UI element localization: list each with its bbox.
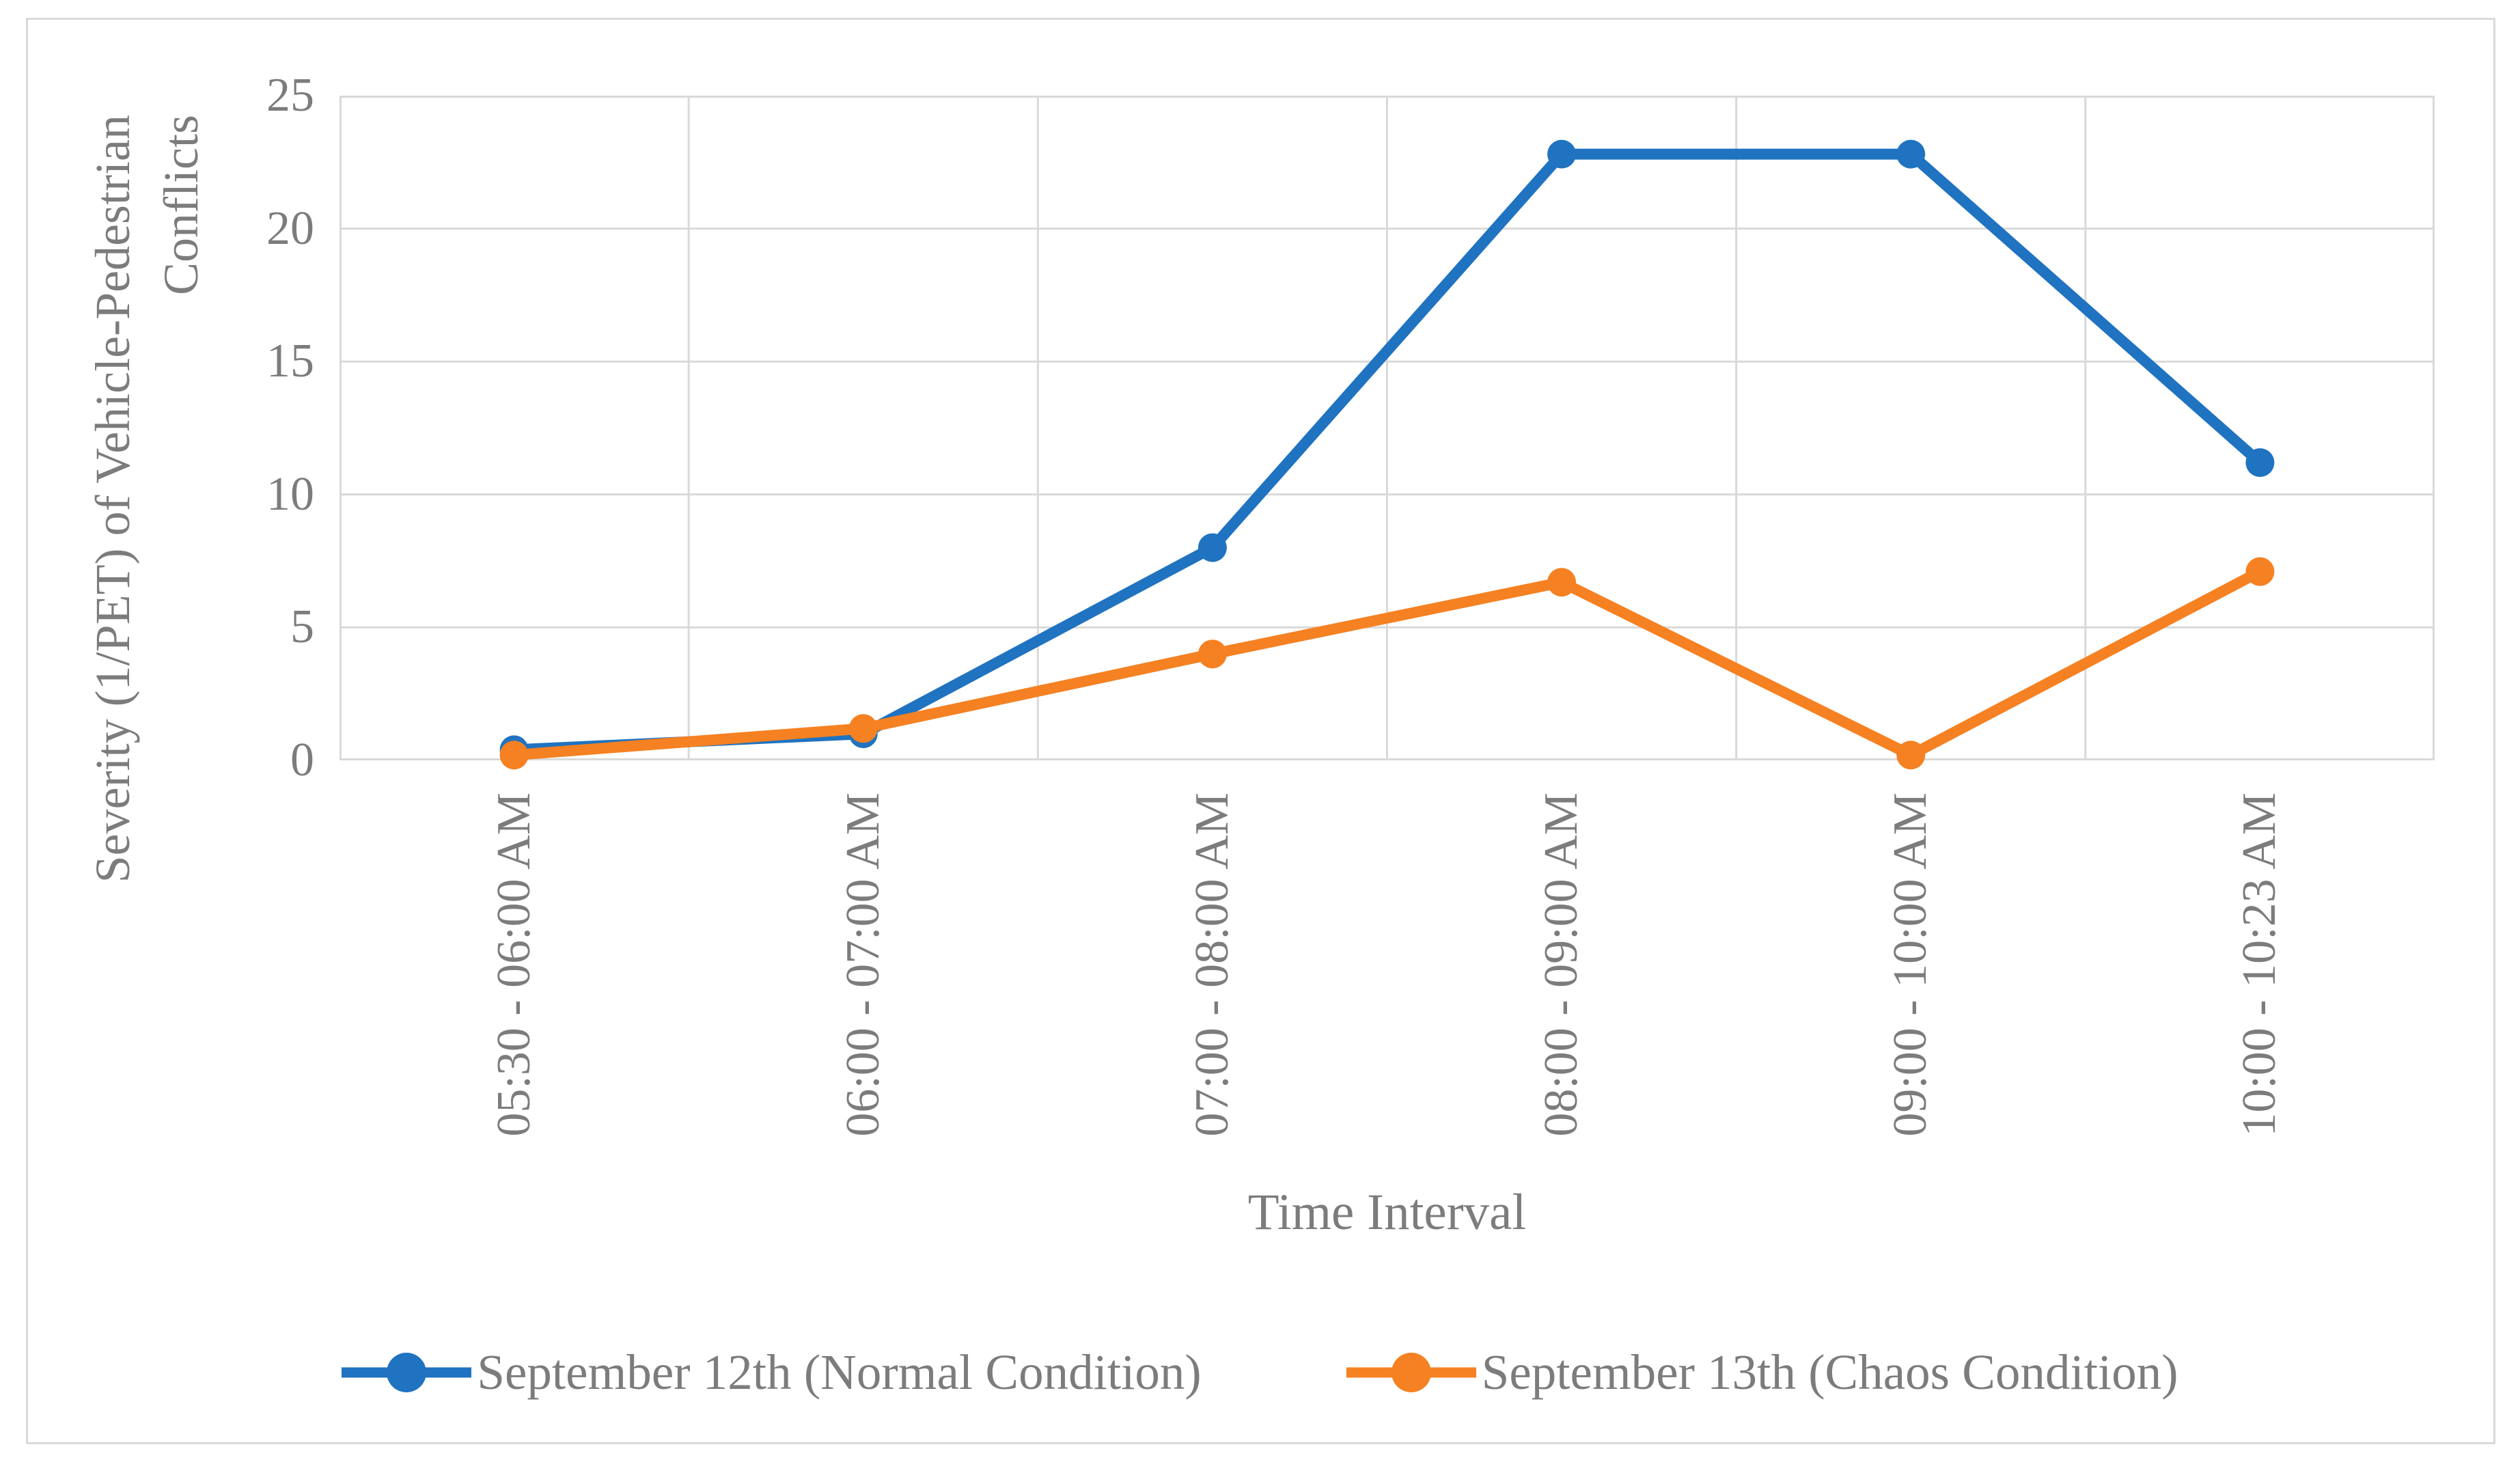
x-axis-title: Time Interval bbox=[1247, 1184, 1527, 1241]
plot-area bbox=[340, 96, 2435, 770]
data-point-marker bbox=[1197, 639, 1227, 669]
legend-marker-icon bbox=[1346, 1353, 1476, 1392]
x-tick-label: 08:00 - 09:00 AM bbox=[1535, 792, 1588, 1137]
x-tick-label: 06:00 - 07:00 AM bbox=[836, 792, 889, 1137]
y-tick-label: 25 bbox=[266, 69, 314, 122]
data-point-marker bbox=[848, 714, 878, 743]
legend-label: September 12th (Normal Condition) bbox=[477, 1344, 1202, 1400]
x-tick-label: 07:00 - 08:00 AM bbox=[1185, 792, 1238, 1137]
x-tick-label: 09:00 - 10:00 AM bbox=[1884, 792, 1937, 1137]
data-point-marker bbox=[1896, 741, 1926, 770]
y-tick-label: 15 bbox=[266, 335, 314, 388]
data-point-marker bbox=[2245, 448, 2275, 478]
legend-marker-icon bbox=[342, 1353, 472, 1392]
data-point-marker bbox=[2245, 557, 2275, 586]
x-tick-label: 10:00 - 10:23 AM bbox=[2233, 792, 2286, 1137]
data-point-marker bbox=[499, 741, 529, 770]
legend: September 12th (Normal Condition) Septemb… bbox=[0, 1328, 2520, 1417]
data-point-marker bbox=[1547, 139, 1577, 169]
legend-label: September 13th (Chaos Condition) bbox=[1481, 1344, 2178, 1400]
x-tick-label: 05:30 - 06:00 AM bbox=[487, 792, 540, 1137]
y-tick-label: 5 bbox=[290, 601, 314, 654]
y-tick-label: 20 bbox=[266, 202, 314, 255]
data-point-marker bbox=[1896, 139, 1926, 169]
legend-item: September 12th (Normal Condition) bbox=[342, 1344, 1202, 1401]
y-tick-label: 10 bbox=[266, 467, 314, 521]
series-line-1 bbox=[508, 566, 2266, 761]
y-tick-label: 0 bbox=[290, 734, 314, 786]
chart-border bbox=[26, 18, 2495, 1444]
data-point-marker bbox=[1547, 568, 1577, 597]
data-point-marker bbox=[1197, 533, 1227, 562]
legend-item: September 13th (Chaos Condition) bbox=[1346, 1344, 2178, 1401]
